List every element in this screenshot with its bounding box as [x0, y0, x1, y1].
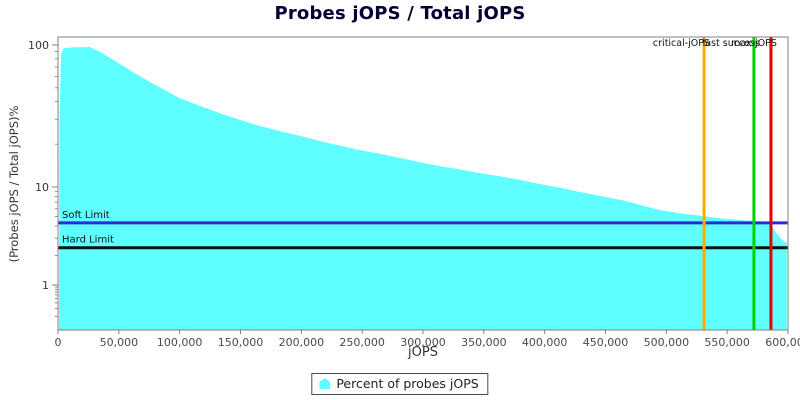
- x-tick-label-2: 100,000: [157, 336, 203, 349]
- x-tick-label-7: 350,000: [461, 336, 507, 349]
- x-tick-label-1: 50,000: [100, 336, 139, 349]
- x-tick-label-9: 450,000: [583, 336, 629, 349]
- v-marker-label-2: max-jOPS: [731, 38, 777, 49]
- x-tick-label-8: 400,000: [522, 336, 568, 349]
- x-tick-label-12: 600,000: [765, 336, 800, 349]
- h-marker-label-0: Soft Limit: [62, 210, 110, 221]
- x-axis-title: jOPS: [408, 345, 438, 360]
- legend-series-marker-icon: [319, 378, 331, 389]
- legend: Percent of probes jOPS: [311, 373, 489, 395]
- x-tick-label-4: 200,000: [279, 336, 325, 349]
- y-tick-label-2: 1: [42, 279, 49, 292]
- h-marker-label-1: Hard Limit: [62, 235, 114, 246]
- legend-marker-shape: [319, 378, 331, 389]
- x-tick-label-3: 150,000: [218, 336, 264, 349]
- x-tick-label-5: 250,000: [339, 336, 385, 349]
- legend-series-label: Percent of probes jOPS: [336, 376, 479, 391]
- y-tick-label-1: 10: [35, 181, 49, 194]
- y-tick-label-0: 100: [28, 39, 49, 52]
- area-series-percent-of-probes-jops: [59, 47, 787, 330]
- chart-title: Probes jOPS / Total jOPS: [274, 3, 526, 24]
- x-tick-label-6: 300,000: [400, 336, 446, 349]
- v-marker-label-0: critical-jOPS: [653, 38, 710, 49]
- x-tick-label-0: 0: [55, 336, 62, 349]
- v-marker-label-1: last success: [703, 38, 760, 49]
- x-tick-label-11: 550,000: [704, 336, 750, 349]
- x-tick-label-10: 500,000: [644, 336, 690, 349]
- y-axis-title: (Probes jOPS / Total jOPS)%: [7, 105, 21, 263]
